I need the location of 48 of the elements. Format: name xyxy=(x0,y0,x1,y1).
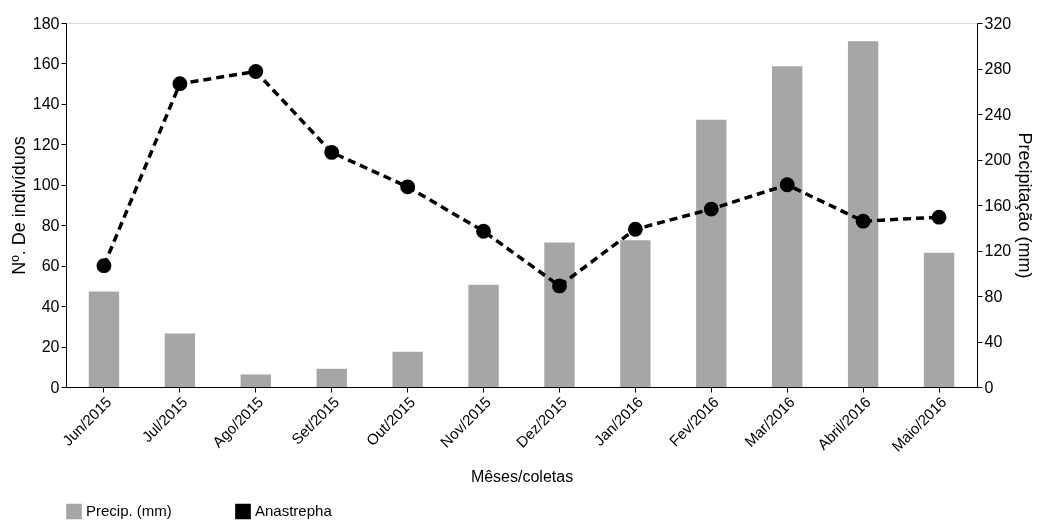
y2-tick-label: 40 xyxy=(984,333,1003,350)
y2-tick-label: 80 xyxy=(984,287,1003,305)
legend-label: Anastrepha xyxy=(255,502,333,520)
bar xyxy=(468,284,499,387)
y-tick-label: 60 xyxy=(41,257,60,275)
point xyxy=(248,64,264,79)
y2-axis-title: Precipitação (mm) xyxy=(1015,132,1036,279)
bar xyxy=(696,119,727,387)
y-tick-label: 20 xyxy=(41,338,60,356)
point xyxy=(324,145,340,160)
bar xyxy=(240,374,271,387)
bar xyxy=(164,333,196,387)
y2-tick-label: 120 xyxy=(984,242,1012,259)
bar xyxy=(847,41,879,387)
y2-tick-label: 320 xyxy=(984,14,1012,32)
point xyxy=(931,209,947,225)
y-tick-label: 40 xyxy=(41,297,60,315)
bar xyxy=(316,368,347,387)
point xyxy=(855,213,871,229)
y-tick-label: 120 xyxy=(32,135,60,153)
y-tick-label: 140 xyxy=(32,95,60,113)
bar xyxy=(544,242,575,387)
point xyxy=(552,278,567,294)
y-tick-label: 180 xyxy=(32,14,60,32)
bar xyxy=(923,252,955,387)
x-axis-title: Mêses/coletas xyxy=(470,467,574,485)
point xyxy=(96,258,112,274)
y2-tick-label: 160 xyxy=(984,196,1012,214)
point xyxy=(400,179,416,195)
bar xyxy=(772,66,803,387)
y-axis-title: Nº. De indivíduos xyxy=(8,136,29,275)
y2-tick-label: 0 xyxy=(984,378,994,396)
y-tick-label: 80 xyxy=(41,216,60,234)
y-tick-label: 160 xyxy=(32,54,60,72)
y-tick-label: 0 xyxy=(50,378,60,396)
point xyxy=(172,76,188,92)
point xyxy=(627,221,643,237)
legend-label: Precip. (mm) xyxy=(86,502,172,520)
point xyxy=(703,201,719,217)
bar xyxy=(620,240,651,387)
bar xyxy=(392,351,423,387)
y2-tick-label: 240 xyxy=(984,105,1012,123)
point xyxy=(476,223,491,239)
bar xyxy=(88,291,120,387)
y2-tick-label: 200 xyxy=(984,151,1012,168)
y-tick-label: 100 xyxy=(32,176,60,194)
point xyxy=(779,177,795,193)
y2-tick-label: 280 xyxy=(984,60,1012,77)
